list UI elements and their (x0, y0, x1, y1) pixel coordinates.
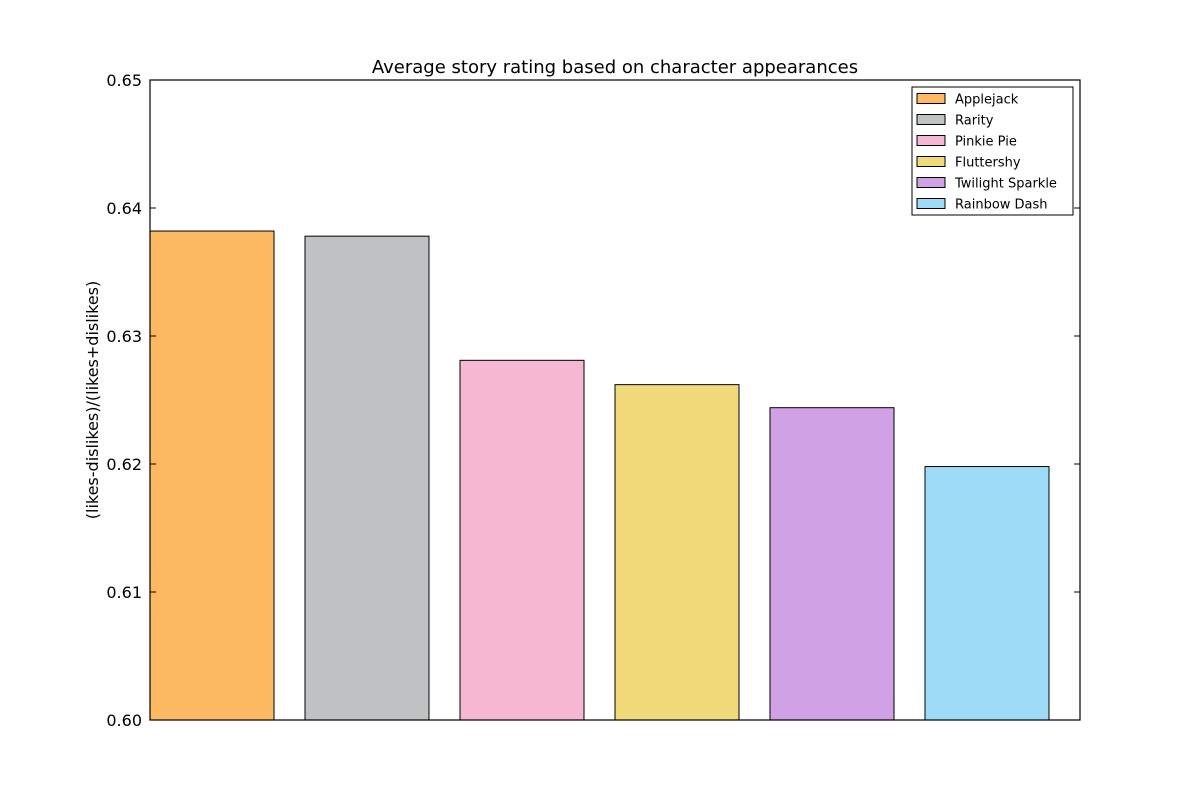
legend-label: Pinkie Pie (955, 135, 1017, 150)
y-axis-label: (likes-dislikes)/(likes+dislikes) (83, 281, 102, 519)
y-tick-label: 0.65 (106, 71, 142, 90)
y-tick-label: 0.60 (106, 711, 142, 730)
y-tick-label: 0.61 (106, 583, 142, 602)
y-axis-ticks: 0.60 0.61 0.62 0.63 0.64 0.65 (106, 71, 1080, 730)
chart-title: Average story rating based on character … (372, 57, 858, 78)
legend-label: Applejack (955, 93, 1019, 108)
legend-swatch (916, 198, 946, 209)
plot-frame (149, 79, 1081, 721)
legend-swatch (916, 156, 946, 167)
legend-label: Twilight Sparkle (954, 177, 1057, 192)
bar-twilight-sparkle (769, 407, 895, 721)
bars-layer (149, 230, 1050, 721)
bar-rainbow-dash (924, 466, 1050, 721)
y-tick-label: 0.62 (106, 455, 142, 474)
y-tick-label: 0.63 (106, 327, 142, 346)
y-tick-label: 0.64 (106, 199, 142, 218)
bar-applejack (149, 230, 275, 721)
bar-rarity (304, 235, 430, 721)
legend-swatch (916, 93, 946, 104)
legend-swatch (916, 114, 946, 125)
bar-fluttershy (614, 384, 740, 721)
legend-label: Fluttershy (955, 156, 1021, 171)
legend-label: Rarity (955, 114, 994, 129)
legend-label: Rainbow Dash (955, 198, 1048, 213)
legend-swatch (916, 177, 946, 188)
legend-swatch (916, 135, 946, 146)
bar-pinkie-pie (459, 359, 585, 721)
legend: Applejack Rarity Pinkie Pie Fluttershy Twili… (911, 86, 1074, 216)
legend-box (911, 86, 1074, 216)
